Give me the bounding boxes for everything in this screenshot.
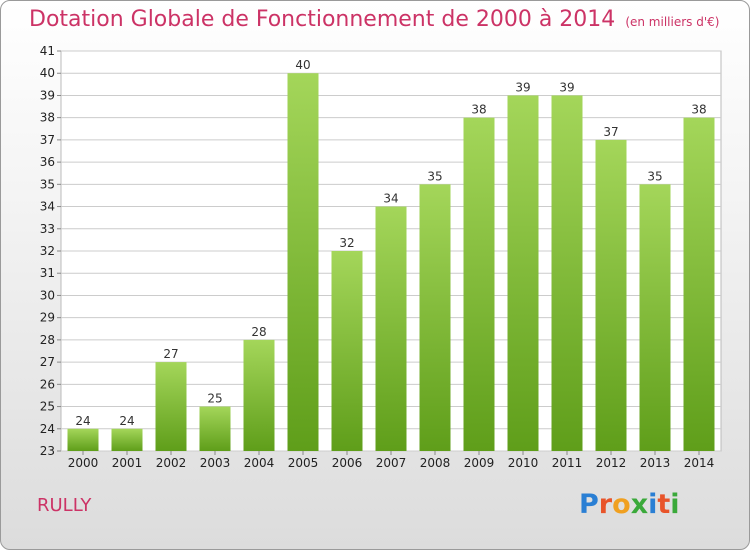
value-label: 32 bbox=[339, 236, 354, 250]
x-tick-label: 2004 bbox=[244, 456, 275, 470]
y-tick-label: 33 bbox=[40, 222, 55, 236]
bar bbox=[67, 428, 99, 451]
y-tick-label: 36 bbox=[40, 155, 55, 169]
commune-name: RULLY bbox=[37, 495, 92, 516]
value-label: 25 bbox=[207, 392, 222, 406]
y-tick-label: 39 bbox=[40, 88, 55, 102]
chart-unit: (en milliers d'€) bbox=[625, 15, 720, 29]
value-label: 38 bbox=[691, 103, 706, 117]
value-label: 24 bbox=[75, 414, 90, 428]
bar bbox=[419, 184, 451, 452]
x-tick-label: 2000 bbox=[68, 456, 99, 470]
y-tick-label: 38 bbox=[40, 111, 55, 125]
x-tick-label: 2008 bbox=[420, 456, 451, 470]
value-label: 24 bbox=[119, 414, 134, 428]
chart-title-text: Dotation Globale de Fonctionnement de 20… bbox=[29, 7, 616, 32]
y-tick-label: 35 bbox=[40, 177, 55, 191]
chart-title: Dotation Globale de Fonctionnement de 20… bbox=[29, 7, 719, 32]
logo-letter: o bbox=[612, 489, 631, 520]
y-tick-label: 27 bbox=[40, 355, 55, 369]
value-label: 37 bbox=[603, 125, 618, 139]
x-tick-label: 2005 bbox=[288, 456, 319, 470]
x-tick-label: 2002 bbox=[156, 456, 187, 470]
x-tick-label: 2007 bbox=[376, 456, 407, 470]
y-tick-label: 28 bbox=[40, 333, 55, 347]
bar bbox=[331, 251, 363, 451]
x-tick-label: 2014 bbox=[684, 456, 715, 470]
x-tick-label: 2011 bbox=[552, 456, 583, 470]
bar bbox=[551, 95, 583, 451]
x-tick-label: 2001 bbox=[112, 456, 143, 470]
bar bbox=[683, 117, 715, 452]
logo-letter: t bbox=[657, 489, 671, 520]
logo-letter: i bbox=[670, 489, 680, 520]
value-label: 34 bbox=[383, 192, 398, 206]
value-label: 35 bbox=[647, 169, 662, 183]
value-label: 38 bbox=[471, 103, 486, 117]
logo-letter: i bbox=[648, 489, 658, 520]
value-label: 39 bbox=[515, 80, 530, 94]
x-tick-label: 2003 bbox=[200, 456, 231, 470]
bar bbox=[287, 73, 319, 451]
bar bbox=[199, 406, 231, 451]
y-tick-label: 30 bbox=[40, 288, 55, 302]
y-tick-label: 41 bbox=[40, 44, 55, 58]
bar bbox=[639, 184, 671, 452]
logo-letter: x bbox=[630, 489, 649, 520]
logo-letter: r bbox=[598, 489, 613, 520]
y-tick-label: 34 bbox=[40, 200, 55, 214]
y-tick-label: 37 bbox=[40, 133, 55, 147]
value-label: 40 bbox=[295, 58, 310, 72]
y-tick-label: 29 bbox=[40, 311, 55, 325]
y-tick-label: 25 bbox=[40, 400, 55, 414]
bar bbox=[595, 139, 627, 451]
bar bbox=[463, 117, 495, 452]
y-tick-label: 24 bbox=[40, 422, 55, 436]
y-tick-label: 32 bbox=[40, 244, 55, 258]
bar bbox=[111, 428, 143, 451]
x-tick-label: 2006 bbox=[332, 456, 363, 470]
value-label: 28 bbox=[251, 325, 266, 339]
x-tick-label: 2012 bbox=[596, 456, 627, 470]
value-label: 39 bbox=[559, 80, 574, 94]
bar bbox=[243, 339, 275, 451]
bar bbox=[155, 362, 187, 451]
bar bbox=[375, 206, 407, 451]
y-tick-label: 31 bbox=[40, 266, 55, 280]
x-tick-label: 2009 bbox=[464, 456, 495, 470]
logo-letter: P bbox=[579, 489, 599, 520]
value-label: 27 bbox=[163, 347, 178, 361]
value-label: 35 bbox=[427, 169, 442, 183]
y-tick-label: 23 bbox=[40, 444, 55, 458]
bar bbox=[507, 95, 539, 451]
y-tick-label: 40 bbox=[40, 66, 55, 80]
proxiti-logo: Proxiti bbox=[579, 489, 680, 520]
y-tick-label: 26 bbox=[40, 377, 55, 391]
x-tick-label: 2010 bbox=[508, 456, 539, 470]
x-tick-label: 2013 bbox=[640, 456, 671, 470]
